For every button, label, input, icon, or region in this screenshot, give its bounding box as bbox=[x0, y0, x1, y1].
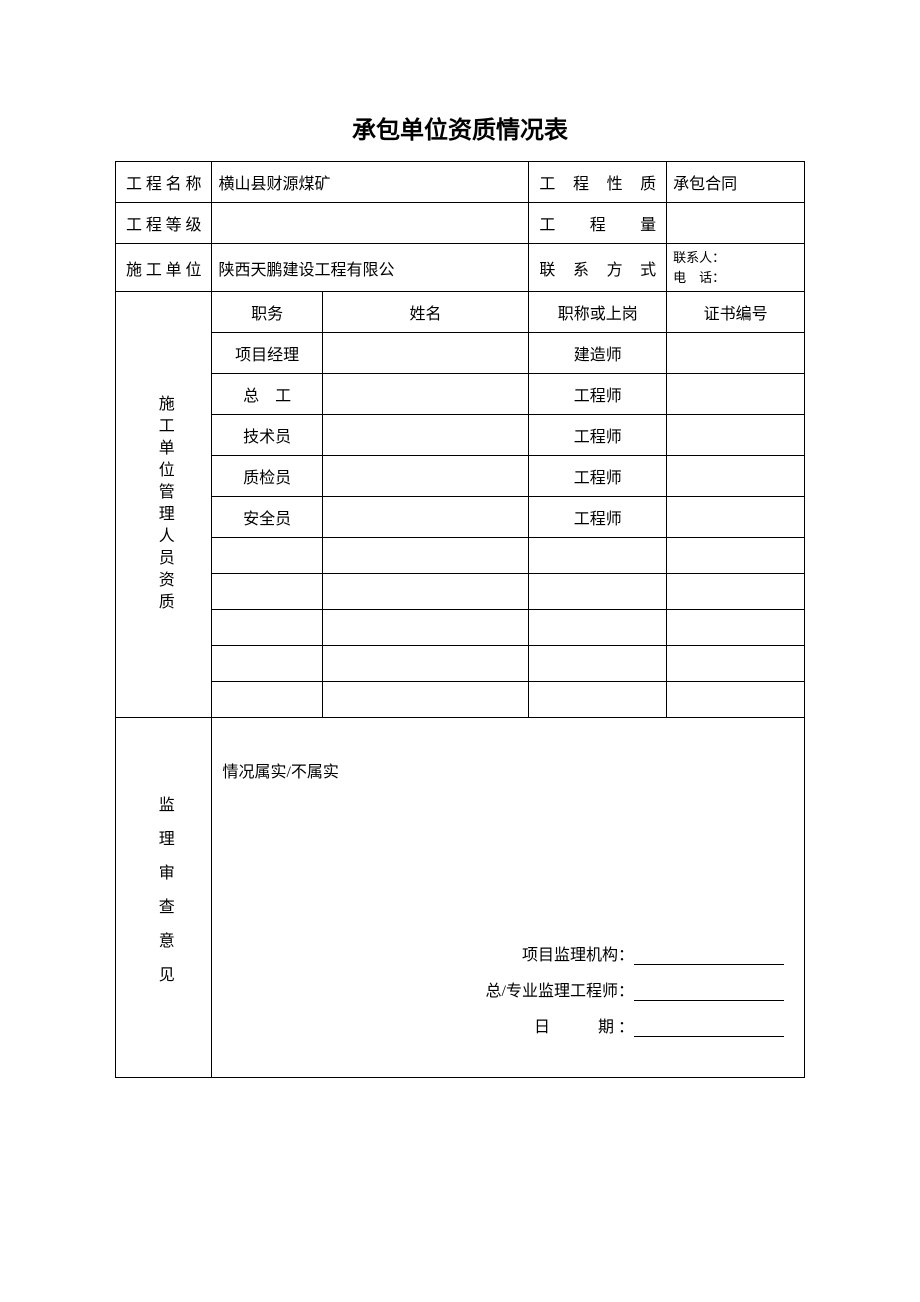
cell-title bbox=[529, 610, 667, 646]
personnel-header-row: 施工单位管理人员资质 职务 姓名 职称或上岗 证书编号 bbox=[116, 292, 805, 333]
col-title: 职称或上岗 bbox=[529, 292, 667, 333]
contact-value: 联系人： 电 话： bbox=[667, 244, 805, 292]
cell-cert bbox=[667, 682, 805, 718]
project-grade-label: 工程等级 bbox=[116, 203, 212, 244]
cell-title: 工程师 bbox=[529, 415, 667, 456]
cell-cert bbox=[667, 610, 805, 646]
cell-name bbox=[322, 574, 529, 610]
cell-name bbox=[322, 497, 529, 538]
header-row-1: 工程名称 横山县财源煤矿 工程性质 承包合同 bbox=[116, 162, 805, 203]
sig-org: 项目监理机构： bbox=[232, 941, 784, 965]
opinion-row: 监理审查意见 情况属实/不属实 项目监理机构： 总/专业监理工程师： 日 期 ： bbox=[116, 718, 805, 1078]
cell-cert bbox=[667, 374, 805, 415]
opinion-section-label-text: 监理审查意见 bbox=[152, 796, 176, 1000]
sig-date: 日 期 ： bbox=[232, 1013, 784, 1037]
personnel-row bbox=[116, 610, 805, 646]
personnel-section-label-text: 施工单位管理人员资质 bbox=[152, 395, 176, 615]
cell-position bbox=[212, 682, 322, 718]
page-title: 承包单位资质情况表 bbox=[115, 110, 805, 145]
col-certno: 证书编号 bbox=[667, 292, 805, 333]
cell-position bbox=[212, 646, 322, 682]
cell-position: 总 工 bbox=[212, 374, 322, 415]
cell-name bbox=[322, 415, 529, 456]
cell-name bbox=[322, 456, 529, 497]
cell-title bbox=[529, 682, 667, 718]
quantity-value bbox=[667, 203, 805, 244]
personnel-row bbox=[116, 682, 805, 718]
contact-phone-label: 电 话： bbox=[673, 268, 798, 288]
header-row-3: 施工单位 陕西天鹏建设工程有限公 联系方式 联系人： 电 话： bbox=[116, 244, 805, 292]
cell-position: 安全员 bbox=[212, 497, 322, 538]
cell-title: 工程师 bbox=[529, 374, 667, 415]
opinion-content: 情况属实/不属实 项目监理机构： 总/专业监理工程师： 日 期 ： bbox=[212, 718, 805, 1078]
cell-name bbox=[322, 646, 529, 682]
cell-cert bbox=[667, 538, 805, 574]
cell-position: 项目经理 bbox=[212, 333, 322, 374]
cell-title: 建造师 bbox=[529, 333, 667, 374]
project-nature-value: 承包合同 bbox=[667, 162, 805, 203]
cell-title bbox=[529, 574, 667, 610]
cell-cert bbox=[667, 456, 805, 497]
opinion-signatures: 项目监理机构： 总/专业监理工程师： 日 期 ： bbox=[232, 929, 784, 1037]
cell-position: 技术员 bbox=[212, 415, 322, 456]
personnel-row: 技术员 工程师 bbox=[116, 415, 805, 456]
personnel-row bbox=[116, 538, 805, 574]
cell-cert bbox=[667, 497, 805, 538]
qualification-table: 工程名称 横山县财源煤矿 工程性质 承包合同 工程等级 工程量 施工单位 陕西天… bbox=[115, 161, 805, 1078]
contact-label: 联系方式 bbox=[529, 244, 667, 292]
cell-name bbox=[322, 538, 529, 574]
cell-title: 工程师 bbox=[529, 497, 667, 538]
cell-name bbox=[322, 610, 529, 646]
construction-unit-value: 陕西天鹏建设工程有限公 bbox=[212, 244, 529, 292]
col-position: 职务 bbox=[212, 292, 322, 333]
cell-position bbox=[212, 538, 322, 574]
project-nature-label: 工程性质 bbox=[529, 162, 667, 203]
opinion-section-label: 监理审查意见 bbox=[116, 718, 212, 1078]
cell-cert bbox=[667, 646, 805, 682]
quantity-label: 工程量 bbox=[529, 203, 667, 244]
cell-cert bbox=[667, 574, 805, 610]
project-grade-value bbox=[212, 203, 529, 244]
cell-cert bbox=[667, 333, 805, 374]
sig-engineer: 总/专业监理工程师： bbox=[232, 977, 784, 1001]
personnel-row: 总 工 工程师 bbox=[116, 374, 805, 415]
cell-title bbox=[529, 646, 667, 682]
cell-cert bbox=[667, 415, 805, 456]
opinion-status-text: 情况属实/不属实 bbox=[222, 758, 794, 782]
cell-position: 质检员 bbox=[212, 456, 322, 497]
cell-name bbox=[322, 333, 529, 374]
personnel-row: 质检员 工程师 bbox=[116, 456, 805, 497]
cell-title: 工程师 bbox=[529, 456, 667, 497]
blank-line bbox=[634, 1000, 784, 1001]
col-name: 姓名 bbox=[322, 292, 529, 333]
personnel-row bbox=[116, 646, 805, 682]
cell-title bbox=[529, 538, 667, 574]
cell-position bbox=[212, 574, 322, 610]
project-name-label: 工程名称 bbox=[116, 162, 212, 203]
blank-line bbox=[634, 1036, 784, 1037]
construction-unit-label: 施工单位 bbox=[116, 244, 212, 292]
cell-name bbox=[322, 682, 529, 718]
cell-name bbox=[322, 374, 529, 415]
blank-line bbox=[634, 964, 784, 965]
sig-engineer-label: 总/专业监理工程师： bbox=[486, 977, 634, 1001]
personnel-section-label: 施工单位管理人员资质 bbox=[116, 292, 212, 718]
sig-date-label: 日 期 ： bbox=[534, 1013, 634, 1037]
personnel-row: 项目经理 建造师 bbox=[116, 333, 805, 374]
contact-person-label: 联系人： bbox=[673, 248, 798, 268]
sig-org-label: 项目监理机构： bbox=[522, 941, 634, 965]
personnel-row: 安全员 工程师 bbox=[116, 497, 805, 538]
cell-position bbox=[212, 610, 322, 646]
project-name-value: 横山县财源煤矿 bbox=[212, 162, 529, 203]
header-row-2: 工程等级 工程量 bbox=[116, 203, 805, 244]
personnel-row bbox=[116, 574, 805, 610]
